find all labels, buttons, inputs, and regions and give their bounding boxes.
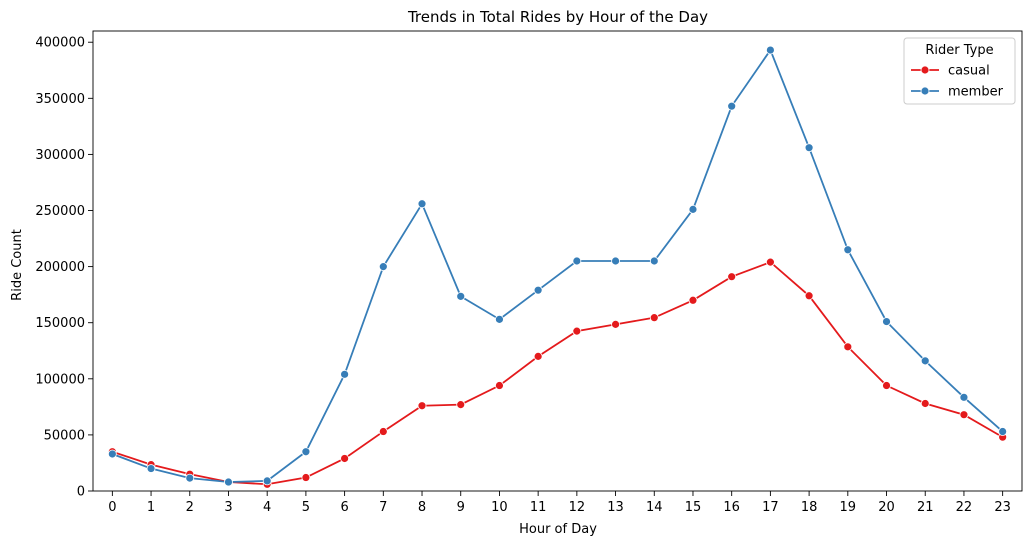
- x-axis-label: Hour of Day: [519, 522, 597, 537]
- data-point-member: [495, 314, 504, 324]
- x-tick-label: 9: [457, 500, 465, 515]
- x-tick-label: 18: [801, 500, 818, 515]
- data-point-member: [340, 369, 350, 379]
- data-point-member: [107, 449, 117, 459]
- series-layer: [107, 45, 1008, 489]
- legend-box: [903, 37, 1016, 105]
- data-point-member: [882, 317, 891, 326]
- legend-entry-casual: casual: [948, 64, 990, 79]
- data-point-casual: [340, 454, 350, 463]
- x-tick-label: 6: [340, 500, 348, 515]
- y-tick-label: 400000: [35, 36, 85, 51]
- data-point-casual: [378, 427, 388, 436]
- x-tick-label: 2: [186, 500, 194, 515]
- data-point-casual: [611, 319, 620, 329]
- x-tick-label: 1: [147, 500, 155, 515]
- legend-marker-member: [920, 86, 930, 96]
- x-tick-label: 0: [108, 500, 116, 515]
- series-line-member: [112, 48, 1004, 483]
- x-tick-label: 12: [569, 500, 586, 515]
- x-tick-label: 13: [607, 500, 624, 515]
- data-point-member: [417, 199, 427, 209]
- x-tick-label: 22: [956, 500, 973, 515]
- data-point-member: [224, 477, 233, 487]
- data-point-casual: [301, 473, 311, 482]
- y-tick-label: 50000: [44, 428, 85, 443]
- data-point-member: [146, 464, 156, 473]
- data-point-casual: [765, 257, 775, 267]
- data-point-casual: [456, 400, 466, 410]
- data-point-member: [262, 476, 272, 486]
- x-tick-label: 15: [685, 500, 702, 515]
- chart-title: Trends in Total Rides by Hour of the Day: [407, 8, 708, 26]
- data-point-member: [572, 256, 582, 266]
- data-point-casual: [417, 401, 427, 411]
- legend-title: Rider Type: [925, 43, 993, 58]
- data-point-member: [456, 291, 466, 301]
- x-tick-label: 8: [418, 500, 426, 515]
- data-point-casual: [959, 410, 969, 420]
- x-tick-label: 21: [917, 500, 934, 515]
- data-point-casual: [688, 295, 698, 305]
- x-tick-label: 10: [491, 500, 508, 515]
- y-tick-label: 200000: [35, 260, 85, 275]
- y-tick-label: 150000: [35, 316, 85, 331]
- data-point-member: [920, 356, 930, 366]
- x-tick-label: 19: [840, 500, 857, 515]
- y-axis-label: Ride Count: [10, 229, 25, 301]
- x-tick-label: 16: [723, 500, 740, 515]
- data-point-casual: [533, 351, 543, 361]
- data-point-member: [185, 473, 195, 483]
- x-tick-label: 14: [646, 500, 663, 515]
- plot-frame: [92, 30, 1023, 492]
- data-point-casual: [804, 291, 814, 301]
- x-tick-label: 17: [762, 500, 779, 515]
- data-point-member: [727, 101, 737, 111]
- data-point-casual: [572, 326, 582, 336]
- data-point-casual: [920, 399, 930, 408]
- data-point-member: [843, 245, 853, 255]
- legend: Rider Type casual member: [903, 37, 1016, 105]
- x-tick-label: 7: [379, 500, 387, 515]
- data-point-member: [378, 262, 388, 272]
- data-point-casual: [495, 381, 504, 390]
- data-point-member: [998, 427, 1008, 436]
- legend-marker-casual: [920, 65, 930, 75]
- x-tick-label: 3: [224, 500, 232, 515]
- data-point-member: [533, 285, 543, 295]
- y-tick-label: 100000: [35, 372, 85, 387]
- series-line-casual: [112, 261, 1004, 486]
- x-tick-label: 23: [994, 500, 1011, 515]
- y-tick-label: 350000: [35, 92, 85, 107]
- data-point-casual: [843, 342, 853, 352]
- data-point-casual: [882, 381, 891, 390]
- data-point-casual: [649, 313, 659, 323]
- y-tick-label: 0: [77, 485, 85, 500]
- data-point-member: [688, 204, 698, 214]
- x-tick-label: 20: [878, 500, 895, 515]
- y-tick-label: 250000: [35, 204, 85, 219]
- x-tick-label: 4: [263, 500, 271, 515]
- data-point-member: [765, 45, 775, 55]
- y-tick-label: 300000: [35, 148, 85, 163]
- data-point-member: [611, 256, 620, 266]
- axes: 0 1 2 3 4 5 6 7 8 9 10 11 12 13 14 15 16 17 18 19 20 21 22 2305…: [35, 30, 1023, 515]
- data-point-member: [959, 392, 969, 402]
- data-point-member: [301, 447, 311, 457]
- data-point-casual: [727, 272, 737, 282]
- data-point-member: [804, 143, 814, 153]
- legend-entry-member: member: [948, 85, 1004, 100]
- data-point-member: [649, 256, 659, 266]
- x-tick-label: 11: [530, 500, 547, 515]
- x-tick-label: 5: [302, 500, 310, 515]
